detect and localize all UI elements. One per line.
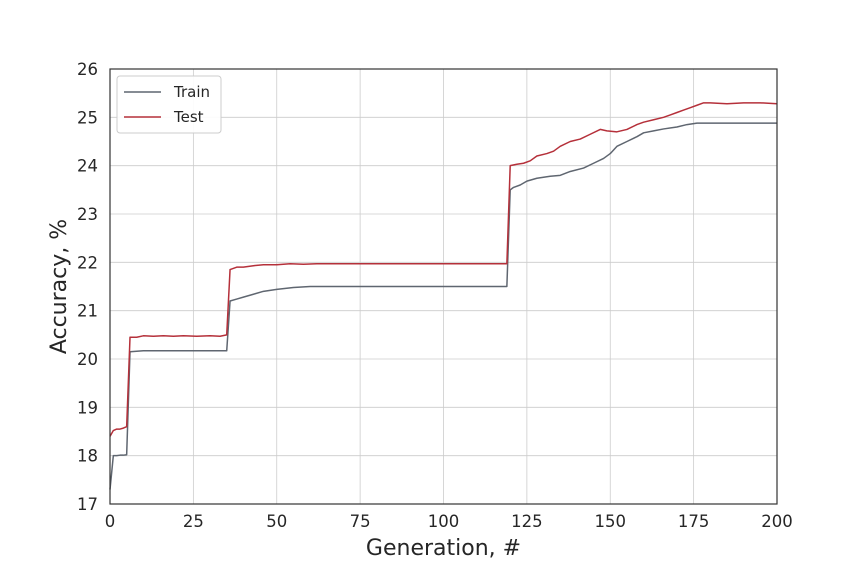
x-tick-label: 200 — [761, 512, 793, 531]
y-tick-label: 21 — [77, 302, 98, 321]
y-tick-label: 25 — [77, 108, 98, 127]
legend: Train Test — [116, 75, 222, 134]
legend-box — [116, 75, 222, 134]
x-tick-label: 25 — [183, 512, 204, 531]
y-axis-label: Accuracy, % — [47, 219, 72, 354]
y-tick-label: 20 — [77, 350, 98, 369]
x-tick-label: 175 — [678, 512, 710, 531]
series-layer — [109, 102, 778, 490]
grid — [109, 68, 778, 505]
x-tick-label: 125 — [511, 512, 543, 531]
legend-label-test: Test — [173, 108, 204, 126]
x-tick-label: 75 — [350, 512, 371, 531]
legend-label-train: Train — [173, 83, 210, 101]
y-tick-label: 19 — [77, 398, 98, 417]
x-axis-label: Generation, # — [366, 536, 521, 561]
y-tick-label: 24 — [77, 157, 98, 176]
series-line-train — [109, 122, 777, 490]
x-tick-label: 50 — [266, 512, 287, 531]
y-tick-label: 26 — [77, 60, 98, 79]
x-tick-label: 100 — [428, 512, 460, 531]
x-tick-labels: 0 25 50 75 100 125 150 175 200 — [105, 512, 793, 531]
y-tick-labels: 17 18 19 20 21 22 23 24 25 26 — [77, 60, 98, 514]
y-tick-label: 18 — [77, 447, 98, 466]
y-tick-label: 22 — [77, 253, 98, 272]
plot-frame — [109, 68, 778, 505]
y-tick-label: 17 — [77, 495, 98, 514]
x-tick-label: 150 — [595, 512, 627, 531]
y-tick-label: 23 — [77, 205, 98, 224]
x-tick-label: 0 — [105, 512, 116, 531]
series-line-test — [109, 102, 778, 437]
